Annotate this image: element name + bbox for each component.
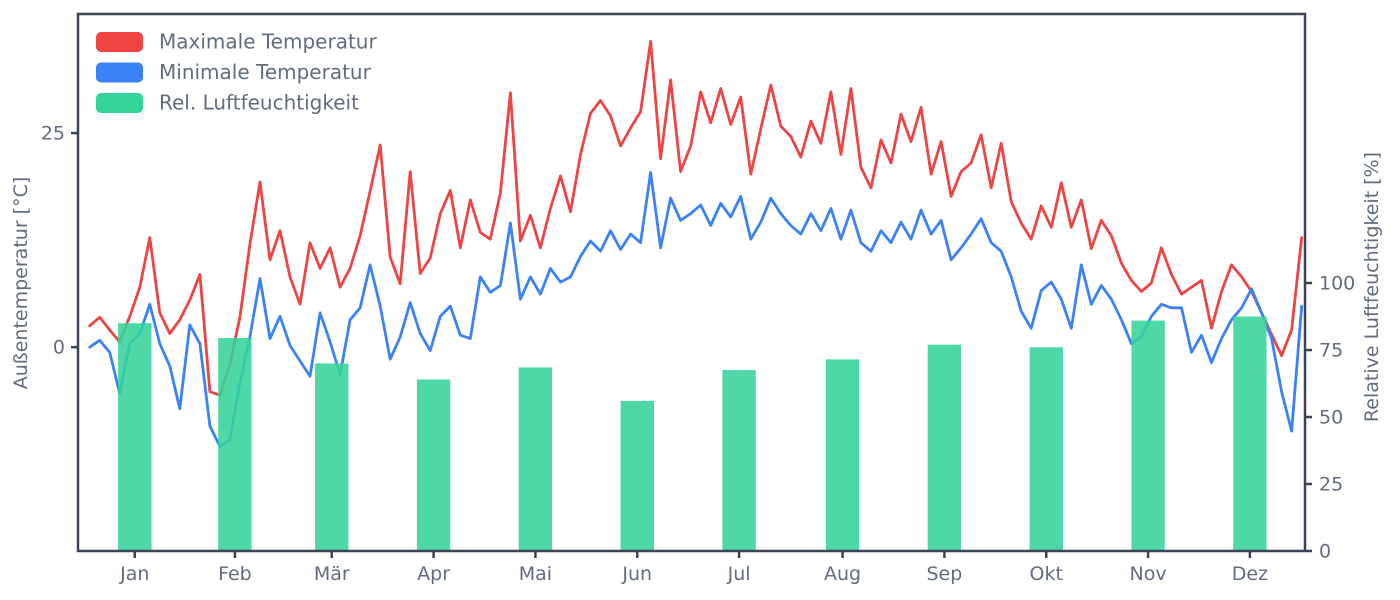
x-tick-label: Jul [727,563,751,585]
humidity-bar-aug [825,359,860,551]
right-tick-label: 0 [1319,541,1331,563]
x-tick-label: Aug [824,563,861,585]
x-tick-label: Apr [417,563,450,585]
x-tick-label: Feb [218,563,252,585]
humidity-bar-mär [315,363,349,551]
x-tick-label: Mai [519,563,552,585]
x-tick-label: Nov [1130,563,1167,585]
tmin-line [88,170,1304,448]
axes: Jan Feb Mär Apr Mai Jun Jul Aug Sep Okt Nov Dez 0 25 0… [41,12,1355,585]
right-tick-label: 100 [1319,273,1355,295]
x-tick-label: Mär [314,563,350,585]
legend-label-0: Maximale Temperatur [159,30,377,54]
right-axis-title: Relative Luftfeuchtigkeit [%] [1361,152,1383,422]
legend-swatch-1 [96,62,143,83]
humidity-bar-sep [927,344,962,551]
right-tick-label: 25 [1319,474,1343,496]
humidity-bar-mai [518,367,553,551]
humidity-bar-feb [218,338,252,551]
legend-swatch-0 [96,32,143,52]
legend: Maximale Temperatur Minimale Temperatur Re… [96,30,377,115]
humidity-bar-jun [620,400,654,551]
right-tick-label: 75 [1319,340,1343,362]
humidity-bar-apr [416,379,451,551]
legend-swatch-2 [96,93,143,113]
humidity-bar-nov [1131,320,1165,551]
x-tick-label: Jan [119,563,149,585]
right-tick-label: 50 [1319,407,1343,429]
left-tick-label: 25 [41,123,65,145]
humidity-bars [118,316,1267,551]
humidity-bar-jan [118,323,152,551]
humidity-bar-okt [1029,347,1063,551]
humidity-bar-dez [1233,316,1267,551]
legend-label-2: Rel. Luftfeuchtigkeit [159,91,359,115]
x-tick-label: Sep [927,563,963,585]
temperature-lines [88,40,1304,448]
x-tick-label: Okt [1030,563,1063,585]
legend-label-1: Minimale Temperatur [159,60,372,84]
left-axis-title: Außentemperatur [°C] [10,177,32,390]
x-tick-label: Dez [1232,563,1268,585]
humidity-bar-jul [722,370,756,551]
left-tick-label: 0 [53,337,65,359]
tmax-line [88,40,1304,397]
x-tick-label: Jun [621,563,652,585]
